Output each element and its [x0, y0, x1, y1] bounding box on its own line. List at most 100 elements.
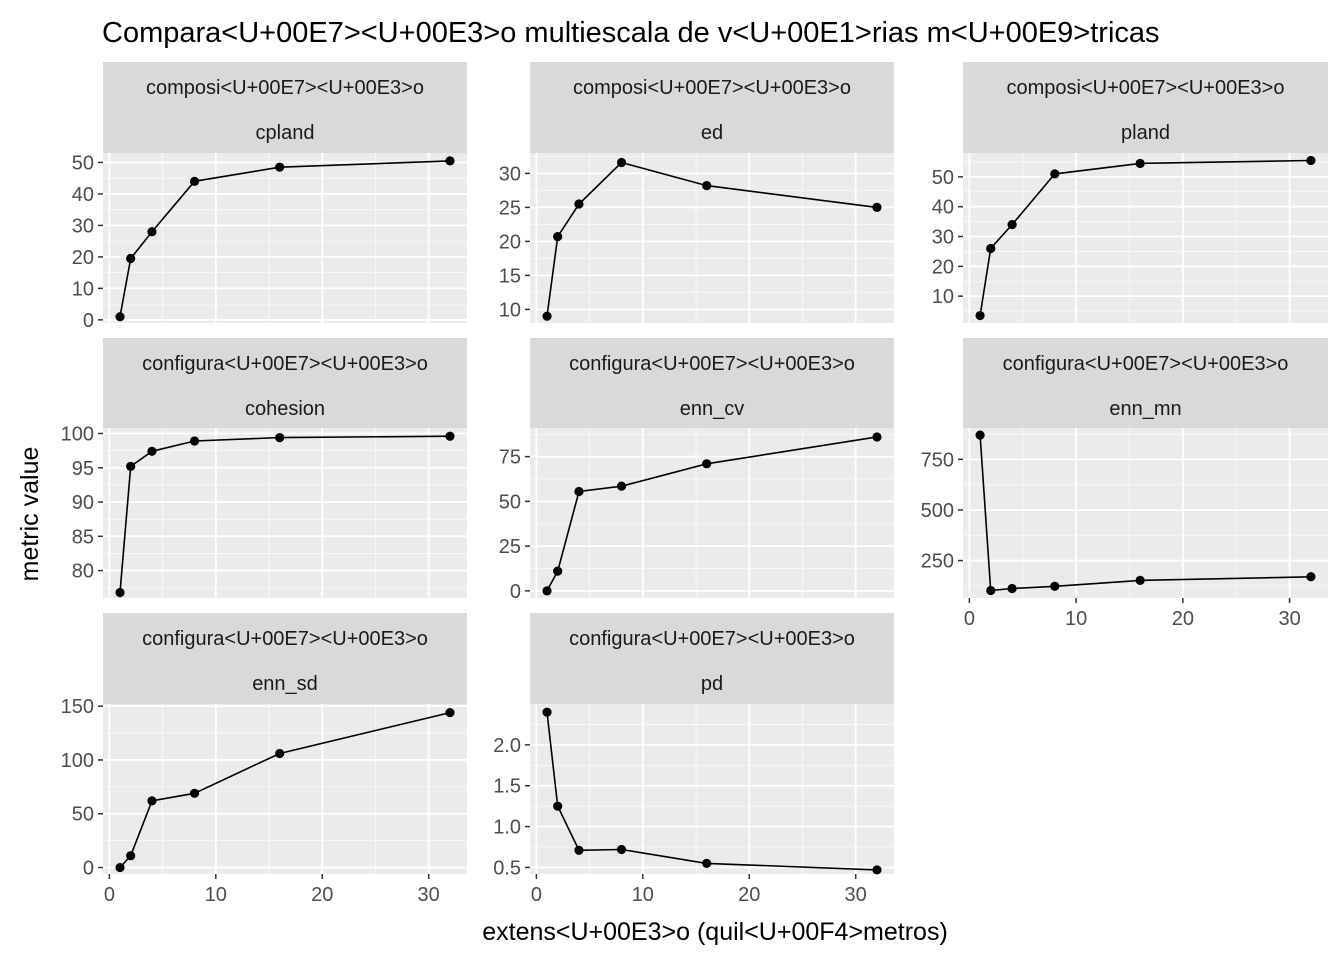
y-tick-label: 50 — [72, 804, 94, 826]
facet-strip — [103, 62, 467, 153]
data-point-enn_sd — [115, 862, 125, 873]
data-point-enn_mn — [1135, 575, 1145, 585]
x-tick-label: 30 — [845, 884, 867, 906]
facet-strip-bottom-label: enn_cv — [680, 398, 745, 420]
y-tick-label: 10 — [499, 299, 521, 321]
y-tick-label: 750 — [921, 449, 954, 471]
y-tick-label: 40 — [932, 197, 954, 219]
facet-strip-bottom-label: pland — [1121, 122, 1170, 144]
y-tick-label: 20 — [72, 247, 94, 269]
y-tick-label: 25 — [499, 197, 521, 219]
panel-background — [530, 428, 894, 598]
data-point-cpland — [189, 176, 200, 186]
data-point-pd — [702, 858, 712, 868]
x-tick-label: 30 — [1278, 608, 1300, 630]
y-tick-label: 50 — [932, 167, 954, 189]
data-point-pd — [616, 844, 627, 855]
data-point-pland — [975, 310, 985, 321]
y-axis-title: metric value — [16, 447, 44, 582]
facet-strip — [963, 62, 1328, 153]
facet-strip — [530, 62, 894, 153]
y-tick-label: 30 — [499, 163, 521, 185]
y-tick-label: 20 — [499, 231, 521, 253]
data-point-cohesion — [115, 587, 125, 598]
panel-background — [530, 153, 894, 323]
x-tick-label: 10 — [632, 884, 654, 906]
data-point-cpland — [147, 227, 157, 237]
y-tick-label: 85 — [72, 526, 94, 548]
data-point-cohesion — [189, 436, 200, 446]
facet-panels: composi<U+00E7><U+00E3>o cpland 0 10 20 30 40 5… — [61, 62, 1328, 906]
data-point-pd — [542, 707, 552, 717]
facet-strip-top-label: composi<U+00E7><U+00E3>o — [1007, 77, 1285, 99]
data-point-cpland — [115, 312, 125, 322]
y-tick-label: 40 — [72, 184, 94, 206]
data-point-pd — [574, 845, 584, 855]
data-point-enn_sd — [445, 708, 455, 718]
facet-strip-top-label: composi<U+00E7><U+00E3>o — [146, 77, 424, 99]
data-point-pland — [1050, 169, 1060, 179]
facet-strip-top-label: configura<U+00E7><U+00E3>o — [569, 353, 855, 375]
facet-strip-bottom-label: cohesion — [245, 398, 325, 420]
data-point-pland — [986, 243, 996, 254]
data-point-cohesion — [147, 446, 157, 456]
data-point-enn_sd — [126, 851, 136, 861]
y-tick-label: 25 — [499, 536, 521, 558]
facet-panel-enn_mn: configura<U+00E7><U+00E3>o enn_mn 250 500 75… — [921, 338, 1328, 630]
data-point-cohesion — [275, 432, 285, 443]
y-tick-label: 100 — [61, 423, 94, 445]
y-tick-label: 30 — [72, 215, 94, 237]
data-point-enn_cv — [702, 459, 712, 469]
data-point-enn_mn — [1007, 583, 1017, 594]
facet-strip-top-label: configura<U+00E7><U+00E3>o — [569, 628, 855, 650]
x-tick-label: 20 — [738, 884, 760, 906]
data-point-ed — [574, 199, 584, 209]
x-tick-label: 20 — [1172, 608, 1194, 630]
series-line-ed — [546, 161, 878, 317]
data-point-cpland — [275, 162, 285, 172]
data-point-pland — [1135, 158, 1145, 169]
panel-background — [963, 153, 1328, 323]
data-point-ed — [616, 157, 627, 168]
data-point-enn_cv — [542, 586, 552, 596]
data-point-enn_cv — [616, 481, 627, 491]
facet-strip — [103, 338, 467, 428]
y-tick-label: 50 — [499, 491, 521, 513]
panel-background — [530, 704, 894, 874]
y-tick-label: 10 — [72, 278, 94, 300]
data-point-ed — [872, 202, 882, 212]
y-tick-label: 15 — [499, 265, 521, 287]
y-tick-label: 500 — [921, 500, 954, 522]
facet-strip — [530, 338, 894, 428]
data-point-enn_mn — [1050, 581, 1060, 591]
data-point-pd — [553, 801, 563, 811]
y-tick-label: 150 — [61, 696, 94, 718]
data-point-enn_cv — [872, 432, 882, 442]
panel-background — [103, 704, 467, 874]
y-tick-label: 90 — [72, 492, 94, 514]
series-line-pd — [546, 712, 878, 871]
facet-strip — [103, 613, 467, 704]
data-point-enn_mn — [1306, 572, 1316, 582]
data-point-cpland — [126, 253, 136, 264]
series-line-pland — [979, 159, 1311, 316]
chart-title: Compara<U+00E7><U+00E3>o multiescala de … — [102, 17, 1160, 49]
y-tick-label: 1.5 — [493, 776, 521, 798]
data-point-pland — [1306, 155, 1316, 166]
y-tick-label: 0 — [83, 858, 94, 880]
facet-strip-top-label: composi<U+00E7><U+00E3>o — [573, 77, 851, 99]
series-line-cpland — [119, 160, 451, 317]
facet-panel-ed: composi<U+00E7><U+00E3>o ed 10 15 20 25 30 — [499, 62, 894, 323]
y-tick-label: 20 — [932, 256, 954, 278]
data-point-enn_sd — [189, 788, 200, 798]
data-point-enn_cv — [574, 486, 584, 497]
data-point-enn_sd — [275, 748, 285, 759]
data-point-pd — [872, 865, 882, 875]
y-tick-label: 0 — [83, 310, 94, 332]
y-tick-label: 1.0 — [493, 817, 521, 839]
data-point-enn_cv — [553, 566, 563, 576]
facet-panel-pland: composi<U+00E7><U+00E3>o pland 10 20 30 40 50 — [932, 62, 1328, 323]
x-tick-label: 10 — [205, 884, 227, 906]
facet-panel-enn_sd: configura<U+00E7><U+00E3>oenn_sd05010015… — [61, 613, 467, 906]
data-point-enn_sd — [147, 796, 157, 806]
